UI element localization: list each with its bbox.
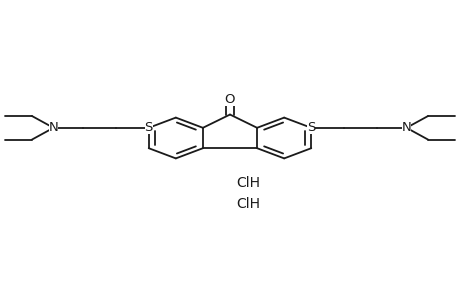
Text: O: O bbox=[224, 93, 235, 106]
Text: S: S bbox=[307, 121, 315, 134]
Text: N: N bbox=[401, 121, 410, 134]
Text: ClH: ClH bbox=[236, 176, 260, 190]
Text: N: N bbox=[49, 121, 58, 134]
Text: ClH: ClH bbox=[236, 197, 260, 211]
Text: S: S bbox=[144, 121, 152, 134]
